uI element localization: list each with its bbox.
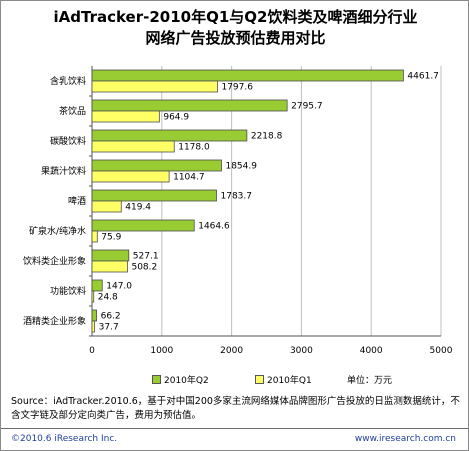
- bar-q2: [91, 189, 217, 202]
- bar-q1: [91, 230, 98, 243]
- x-tick-label: 3000: [290, 346, 313, 356]
- bar-q2: [91, 219, 195, 232]
- data-label-q2: 527.1: [133, 252, 159, 262]
- data-label-q1: 964.9: [163, 113, 189, 123]
- website-url: www.iresearch.com.cn: [354, 434, 456, 444]
- category-label: 啤酒: [68, 195, 86, 207]
- bar-q1: [91, 110, 160, 123]
- bar-q1: [91, 200, 122, 213]
- x-tick-label: 4000: [360, 346, 383, 356]
- bar-q2: [91, 69, 404, 82]
- bar-q1: [91, 80, 218, 93]
- bar-q2: [91, 279, 103, 292]
- data-label-q1: 75.9: [101, 233, 121, 243]
- legend-label-q2: 2010年Q2: [164, 376, 209, 386]
- data-label-q1: 24.8: [98, 293, 118, 303]
- data-label-q2: 4461.7: [407, 72, 439, 82]
- legend-item-q1: 2010年Q1: [255, 373, 312, 386]
- category-label: 酒精类企业形象: [23, 315, 86, 327]
- source-note: Source：iAdTracker.2010.6，基于对中国200多家主流网络媒…: [11, 396, 460, 421]
- bar-q2: [91, 159, 222, 172]
- x-tick-label: 5000: [430, 346, 453, 356]
- bar-q1: [91, 140, 175, 153]
- legend-item-q2: 2010年Q2: [152, 373, 209, 386]
- legend-label-q1: 2010年Q1: [267, 376, 312, 386]
- data-label-q2: 66.2: [101, 312, 121, 322]
- bar-q1: [91, 290, 95, 303]
- data-label-q2: 2795.7: [291, 102, 323, 112]
- data-label-q2: 1464.6: [198, 222, 230, 232]
- category-label: 矿泉水/纯净水: [29, 225, 86, 237]
- legend-swatch-q1: [255, 375, 264, 384]
- data-label-q2: 1854.9: [225, 162, 257, 172]
- bar-q2: [91, 249, 130, 262]
- category-label: 饮料类企业形象: [23, 255, 86, 267]
- data-label-q2: 1783.7: [221, 192, 253, 202]
- data-label-q1: 1104.7: [173, 173, 205, 183]
- data-label-q1: 419.4: [125, 203, 151, 213]
- data-label-q1: 1797.6: [221, 83, 253, 93]
- data-label-q2: 147.0: [106, 282, 132, 292]
- bar-chart: 0 1000 2000 3000 4000 5000 含乳饮料 4461.7 1797.6 茶饮品…: [23, 66, 453, 356]
- x-tick-label: 1000: [150, 346, 173, 356]
- legend-swatch-q2: [152, 375, 161, 384]
- data-label-q1: 37.7: [99, 323, 119, 333]
- data-label-q1: 1178.0: [178, 143, 210, 153]
- bar-q2: [91, 129, 248, 142]
- category-label: 功能饮料: [50, 285, 86, 297]
- x-tick-label: 0: [89, 346, 95, 356]
- data-label-q1: 508.2: [131, 263, 157, 273]
- chart-title-line2: 网络广告投放预估费用对比: [145, 29, 326, 47]
- copyright-text: ©2010.6 iResearch Inc.: [11, 434, 118, 444]
- bar-q1: [91, 320, 96, 333]
- category-label: 茶饮品: [59, 105, 86, 117]
- category-label: 含乳饮料: [50, 75, 86, 87]
- chart-title-line1: iAdTracker-2010年Q1与Q2饮料类及啤酒细分行业: [53, 8, 418, 26]
- bar-q1: [91, 170, 170, 183]
- category-label: 果蔬汁饮料: [41, 165, 86, 177]
- bar-q1: [91, 260, 128, 273]
- unit-label: 单位：万元: [347, 376, 393, 386]
- x-tick-label: 2000: [220, 346, 243, 356]
- bar-q2: [91, 309, 98, 322]
- category-label: 碳酸饮料: [50, 135, 86, 147]
- footer-divider: [1, 428, 468, 429]
- bar-q2: [91, 99, 288, 112]
- data-label-q2: 2218.8: [251, 132, 283, 142]
